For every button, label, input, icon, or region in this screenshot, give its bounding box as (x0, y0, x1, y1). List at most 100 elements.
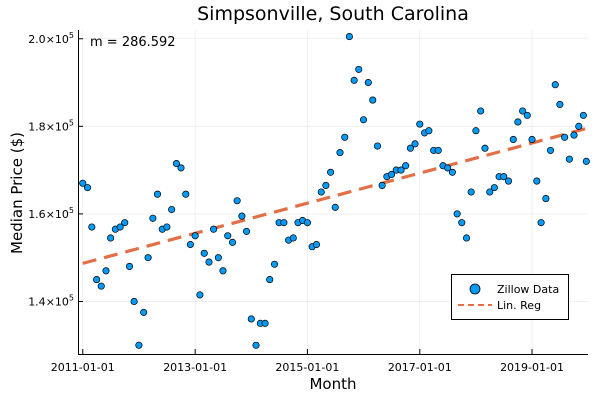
zillow-data-point (186, 240, 194, 249)
zillow-data-point (233, 197, 241, 205)
zillow-data-point (467, 188, 475, 196)
zillow-data-point (228, 238, 237, 246)
zillow-data-point (102, 267, 110, 275)
zillow-data-point (546, 146, 555, 154)
zillow-data-point (331, 203, 339, 211)
zillow-data-point (504, 177, 513, 185)
zillow-data-point (500, 173, 508, 181)
zillow-data-point (523, 111, 531, 119)
zillow-data-point (490, 184, 498, 192)
zillow-data-point (477, 107, 485, 115)
zillow-data-point (561, 133, 569, 141)
zillow-data-point (130, 297, 138, 306)
zillow-data-point (252, 341, 260, 349)
zillow-data-point (247, 315, 255, 323)
x-tick-label: 2017-01-01 (388, 361, 452, 374)
y-tick-mantissa: 1.8 (28, 120, 46, 133)
zillow-data-point (453, 210, 461, 218)
zillow-data-point (270, 260, 279, 268)
slope-annotation: m = 286.592 (90, 35, 176, 50)
y-axis-label: Median Price ($) (8, 132, 26, 254)
y-tick-mantissa: 2.0 (28, 33, 46, 46)
zillow-data-point (266, 276, 274, 284)
zillow-data-point (79, 179, 87, 187)
zillow-data-point (327, 168, 335, 176)
zillow-data-point (472, 127, 480, 135)
y-tick-times: ×10 (46, 208, 69, 221)
zillow-data-point (121, 219, 129, 227)
zillow-data-point (565, 155, 573, 163)
zillow-data-point (182, 190, 190, 198)
zillow-data-point (172, 159, 180, 168)
zillow-data-point (528, 135, 536, 144)
x-axis-ticks: 2011-01-01 2013-01-01 2015-01-01 2017-01-01… (51, 349, 564, 374)
zillow-data-point (364, 78, 372, 87)
zillow-data-point (387, 170, 396, 179)
zillow-data-point (149, 214, 157, 222)
zillow-data-point (350, 76, 358, 84)
zillow-data-point (570, 131, 578, 139)
y-tick-label: 1.8×105 (28, 118, 74, 133)
zillow-data-point (177, 164, 185, 172)
zillow-data-point (107, 234, 115, 242)
zillow-data-point (200, 249, 208, 257)
zillow-data-point (163, 223, 171, 231)
zillow-data-point (369, 96, 377, 104)
x-axis-label: Month (309, 375, 356, 393)
zillow-data-point (551, 81, 559, 89)
zillow-data-point (416, 120, 424, 128)
zillow-data-point (303, 219, 311, 227)
zillow-data-point (579, 111, 587, 119)
zillow-data-point (135, 341, 143, 349)
y-tick-exponent: 5 (69, 118, 74, 127)
zillow-data-point (224, 232, 232, 240)
zillow-data-point (116, 223, 124, 231)
zillow-data-point (140, 308, 148, 316)
zillow-data-point (341, 133, 349, 141)
zillow-data-point (205, 258, 213, 266)
x-tick-label: 2019-01-01 (500, 361, 564, 374)
zillow-data-point (397, 166, 405, 174)
zillow-data-point (88, 223, 96, 231)
zillow-data-point (434, 146, 442, 154)
zillow-data-point (486, 188, 494, 196)
zillow-data-point (280, 219, 288, 227)
zillow-data-point (210, 225, 218, 233)
zillow-data-point (514, 118, 522, 126)
zillow-data-point (289, 234, 297, 242)
zillow-data-point (509, 135, 517, 144)
zillow-data-point (373, 142, 382, 150)
y-tick-mantissa: 1.4 (28, 295, 46, 308)
zillow-data-point (444, 164, 452, 172)
zillow-data-point (191, 232, 199, 240)
zillow-data-point (481, 144, 489, 152)
legend: Zillow Data Lin. Reg (451, 274, 569, 320)
zillow-data-point (582, 157, 590, 165)
zillow-data-point (322, 181, 330, 189)
zillow-data-point (144, 254, 152, 262)
y-tick-times: ×10 (46, 33, 69, 46)
legend-label-zillow-data: Zillow Data (497, 283, 559, 296)
zillow-data-point (537, 219, 545, 227)
zillow-data-point (406, 144, 414, 152)
zillow-data-point (425, 127, 433, 135)
series-layer (79, 33, 590, 349)
zillow-data-point (556, 100, 564, 108)
zillow-data-point (533, 177, 541, 185)
zillow-data-point (378, 181, 386, 189)
y-tick-times: ×10 (46, 120, 69, 133)
y-tick-label: 1.4×105 (28, 293, 74, 308)
zillow-data-point (542, 195, 550, 203)
zillow-data-point (402, 162, 410, 170)
y-tick-mantissa: 1.6 (28, 208, 46, 221)
x-tick-label: 2015-01-01 (275, 361, 339, 374)
zillow-data-point (93, 276, 101, 284)
gridlines (78, 30, 588, 354)
x-tick-label: 2011-01-01 (51, 361, 115, 374)
zillow-data-point (312, 240, 321, 249)
x-tick-label: 2013-01-01 (163, 361, 227, 374)
zillow-data-point (238, 212, 246, 220)
zillow-data-point (575, 122, 583, 130)
